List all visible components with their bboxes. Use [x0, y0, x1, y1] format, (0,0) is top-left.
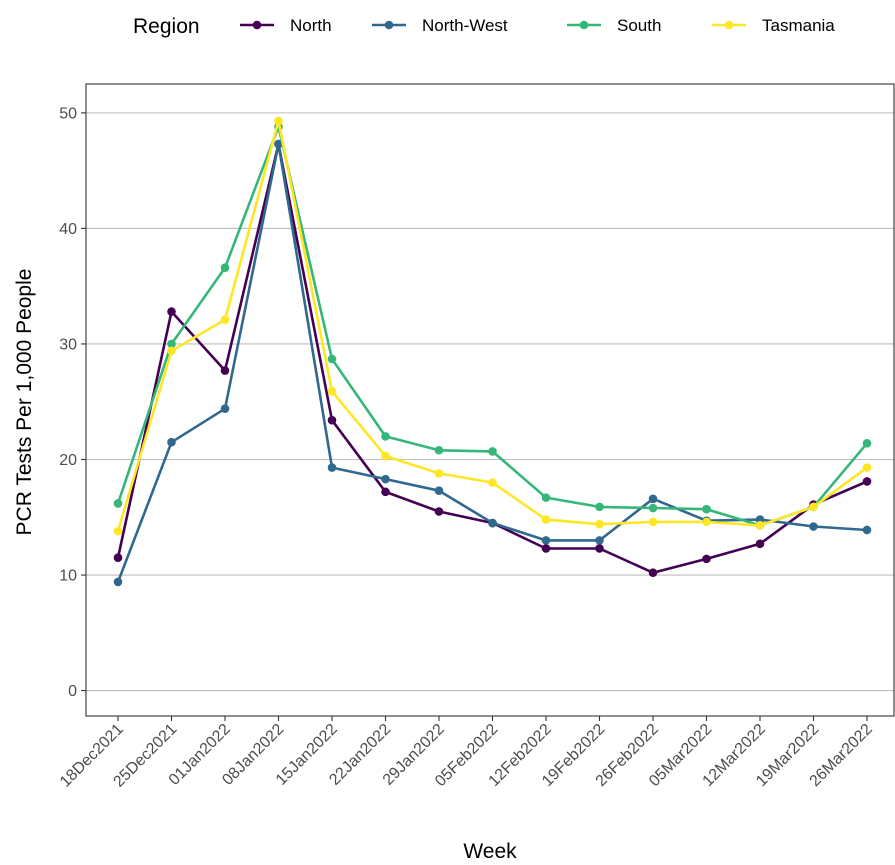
data-point [488, 447, 497, 456]
legend-label: North [290, 16, 332, 35]
data-point [541, 515, 551, 524]
data-point [541, 536, 551, 545]
series-line [116, 142, 868, 583]
data-point [488, 478, 497, 487]
legend-item: North [240, 16, 332, 35]
y-tick-label: 20 [59, 452, 77, 469]
data-point [220, 404, 230, 413]
data-point [113, 577, 123, 587]
legend-key-point [579, 20, 589, 30]
data-point [648, 503, 658, 513]
y-axis-title: PCR Tests Per 1,000 People [13, 269, 36, 536]
legend: Region North North-West South Tasmania [133, 15, 835, 38]
series-line [116, 142, 868, 575]
data-point [113, 499, 123, 508]
legend-item: South [567, 16, 661, 35]
data-point [220, 315, 230, 325]
data-point [381, 432, 390, 441]
data-point [327, 387, 337, 396]
data-point [648, 494, 658, 504]
data-point [702, 554, 711, 564]
data-point [381, 487, 390, 497]
legend-key-point [384, 20, 394, 30]
legend-item: Tasmania [712, 16, 835, 35]
data-point [381, 474, 390, 484]
data-point [595, 544, 604, 553]
data-point [167, 307, 176, 316]
data-point [434, 445, 444, 455]
data-point [755, 539, 765, 549]
data-point [327, 463, 337, 472]
data-point [862, 463, 872, 472]
data-point [648, 517, 658, 527]
grid-lines [86, 112, 894, 692]
data-point [809, 522, 818, 531]
legend-label: Tasmania [762, 16, 835, 35]
data-point [274, 116, 283, 126]
data-point [595, 519, 604, 529]
y-tick-label: 40 [59, 221, 77, 238]
data-point [327, 415, 337, 425]
data-point [595, 536, 604, 545]
data-point [167, 437, 176, 447]
series-tasmania [113, 116, 872, 536]
x-axis-title: Week [463, 840, 517, 863]
y-axis: 0 10 20 30 40 50 [59, 105, 86, 700]
legend-key-point [724, 20, 734, 30]
y-tick-label: 10 [59, 568, 77, 585]
data-point [809, 502, 818, 512]
data-point [488, 518, 497, 528]
x-axis: 18Dec202125Dec202101Jan202208Jan202215Ja… [57, 716, 876, 791]
data-point [220, 366, 230, 375]
legend-label: South [617, 16, 661, 35]
data-point [755, 521, 765, 530]
series-line [116, 125, 868, 527]
y-tick-label: 50 [59, 105, 77, 122]
data-point [434, 469, 444, 478]
data-point [327, 354, 337, 364]
series-line [116, 119, 868, 532]
series-north [113, 139, 872, 578]
data-point [113, 553, 123, 563]
data-point [595, 502, 604, 512]
plot-panel-border [85, 83, 895, 717]
legend-label: North-West [422, 16, 508, 35]
data-point [113, 526, 123, 536]
y-tick-label: 30 [59, 336, 77, 353]
legend-title: Region [133, 15, 200, 38]
data-point [274, 139, 283, 149]
data-point [541, 493, 551, 502]
data-point [434, 486, 444, 495]
data-point [434, 507, 444, 516]
data-point [167, 346, 176, 356]
series-south [113, 122, 872, 530]
data-point [702, 517, 711, 527]
data-point [220, 263, 230, 273]
data-point [541, 544, 551, 553]
data-point [862, 439, 872, 448]
series-layer [113, 116, 872, 587]
data-point [862, 477, 872, 486]
legend-key-point [252, 20, 262, 30]
legend-item: North-West [372, 16, 508, 35]
data-point [648, 568, 658, 578]
data-point [702, 504, 711, 514]
data-point [381, 451, 390, 461]
data-point [862, 525, 872, 535]
y-tick-label: 0 [68, 683, 77, 700]
data-point [167, 339, 176, 349]
